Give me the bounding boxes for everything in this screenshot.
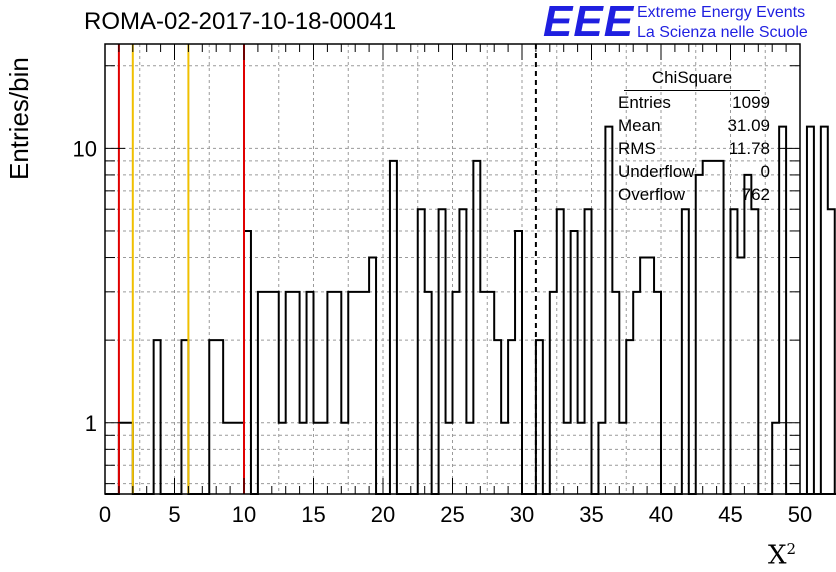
logo-line-1: Extreme Energy Events [637,4,806,21]
stats-box: ChiSquare Entries 1099 Mean 31.09 RMS 11… [612,68,772,206]
x-tick-label: 45 [718,502,742,527]
stats-value: 31.09 [727,116,770,135]
stats-value: 0 [760,162,770,181]
logo-line-2: La Scienza nelle Scuole [637,24,808,41]
eee-logo: EEE Extreme Energy Events La Scienza nel… [543,0,836,46]
stats-row-underflow: Underflow 0 [612,160,772,183]
stats-row-rms: RMS 11.78 [612,137,772,160]
x-tick-label: 40 [649,502,673,527]
x-tick-label: 5 [168,502,180,527]
stats-row-mean: Mean 31.09 [612,114,772,137]
stats-row-overflow: Overflow 762 [612,183,772,206]
x-axis-label: X2 [768,540,797,571]
x-tick-label: 30 [510,502,534,527]
stats-label: Entries [618,93,671,112]
run-title: ROMA-02-2017-10-18-00041 [84,8,397,35]
stats-title: ChiSquare [624,68,760,91]
y-tick-label: 10 [73,136,97,161]
stats-label: RMS [618,139,656,158]
x-tick-label: 15 [301,502,325,527]
stats-value: 11.78 [728,139,770,158]
x-tick-label: 0 [99,502,111,527]
stats-label: Overflow [618,185,686,204]
x-tick-label: 50 [788,502,812,527]
x-tick-label: 25 [440,502,464,527]
stats-row-entries: Entries 1099 [612,91,772,114]
stats-value: 1099 [732,93,770,112]
y-tick-label: 1 [85,411,97,436]
x-tick-label: 10 [232,502,256,527]
stats-label: Mean [618,116,661,135]
logo-text: EEE [543,0,635,46]
y-axis-label: Entries/bin [4,57,34,180]
stats-value: 762 [741,185,770,204]
stats-label: Underflow [618,162,695,181]
x-tick-label: 35 [579,502,603,527]
x-tick-label: 20 [371,502,395,527]
